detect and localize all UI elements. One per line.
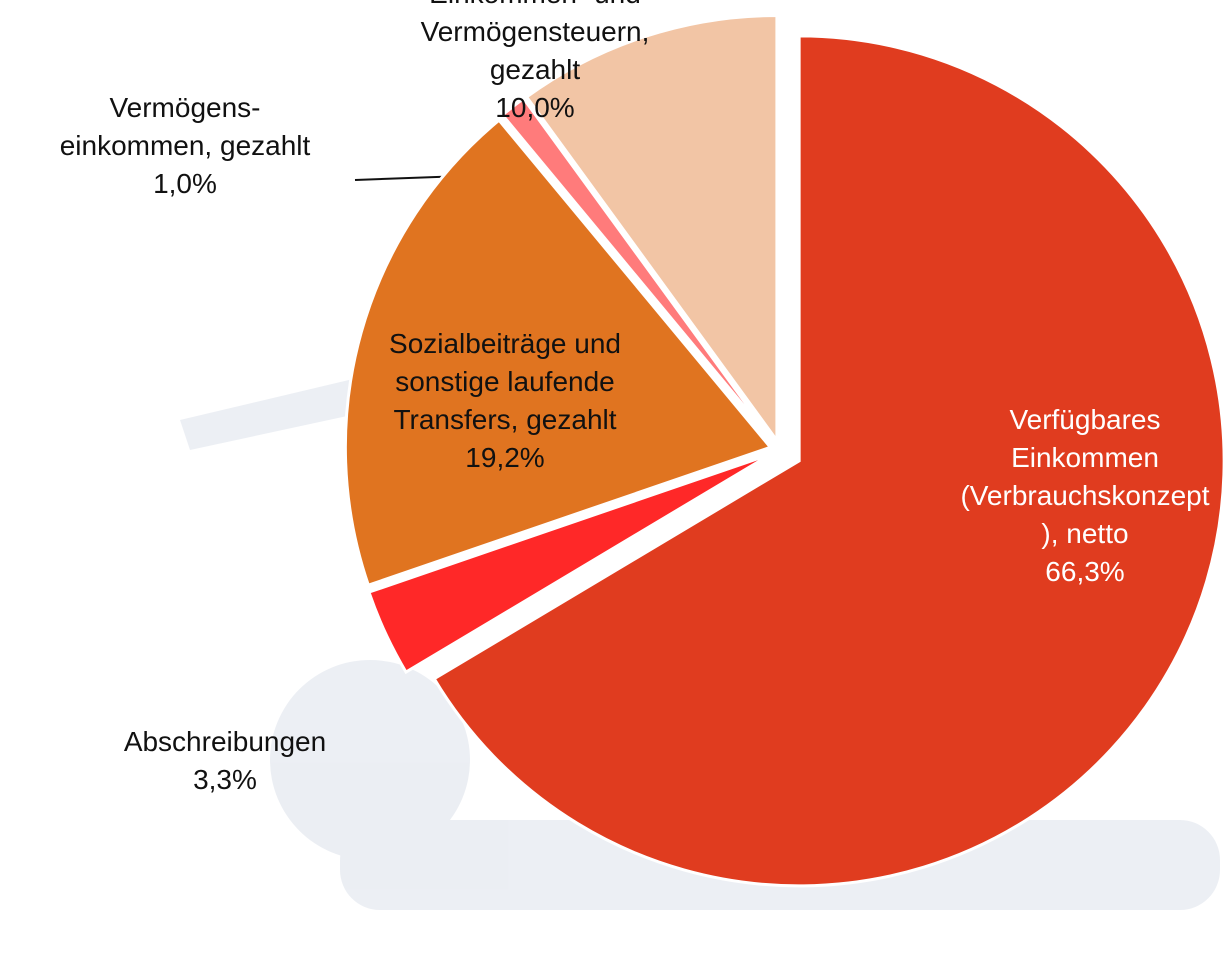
pie-slice	[500, 96, 776, 444]
value-label: 1,0%	[153, 168, 217, 199]
slice-label: Verfügbares Einkommen (Verbrauchskonzept),…	[960, 404, 1209, 549]
slice-label: Einkommen- undVermögensteuern,gezahlt	[421, 0, 650, 85]
slice-label: Abschreibungen	[124, 726, 326, 757]
pie-slice	[432, 34, 1226, 888]
value-label: 10,0%	[495, 92, 574, 123]
value-label: 19,2%	[465, 442, 544, 473]
pie-slice	[343, 118, 773, 588]
slice-label: Vermögens-einkommen, gezahlt	[60, 92, 311, 161]
pie-slice	[524, 13, 779, 446]
value-label: 3,3%	[193, 764, 257, 795]
slice-label: Sozialbeiträge und sonstige laufende Trans…	[389, 328, 621, 435]
pie-slice	[367, 452, 772, 675]
value-label: 66,3%	[1045, 556, 1124, 587]
